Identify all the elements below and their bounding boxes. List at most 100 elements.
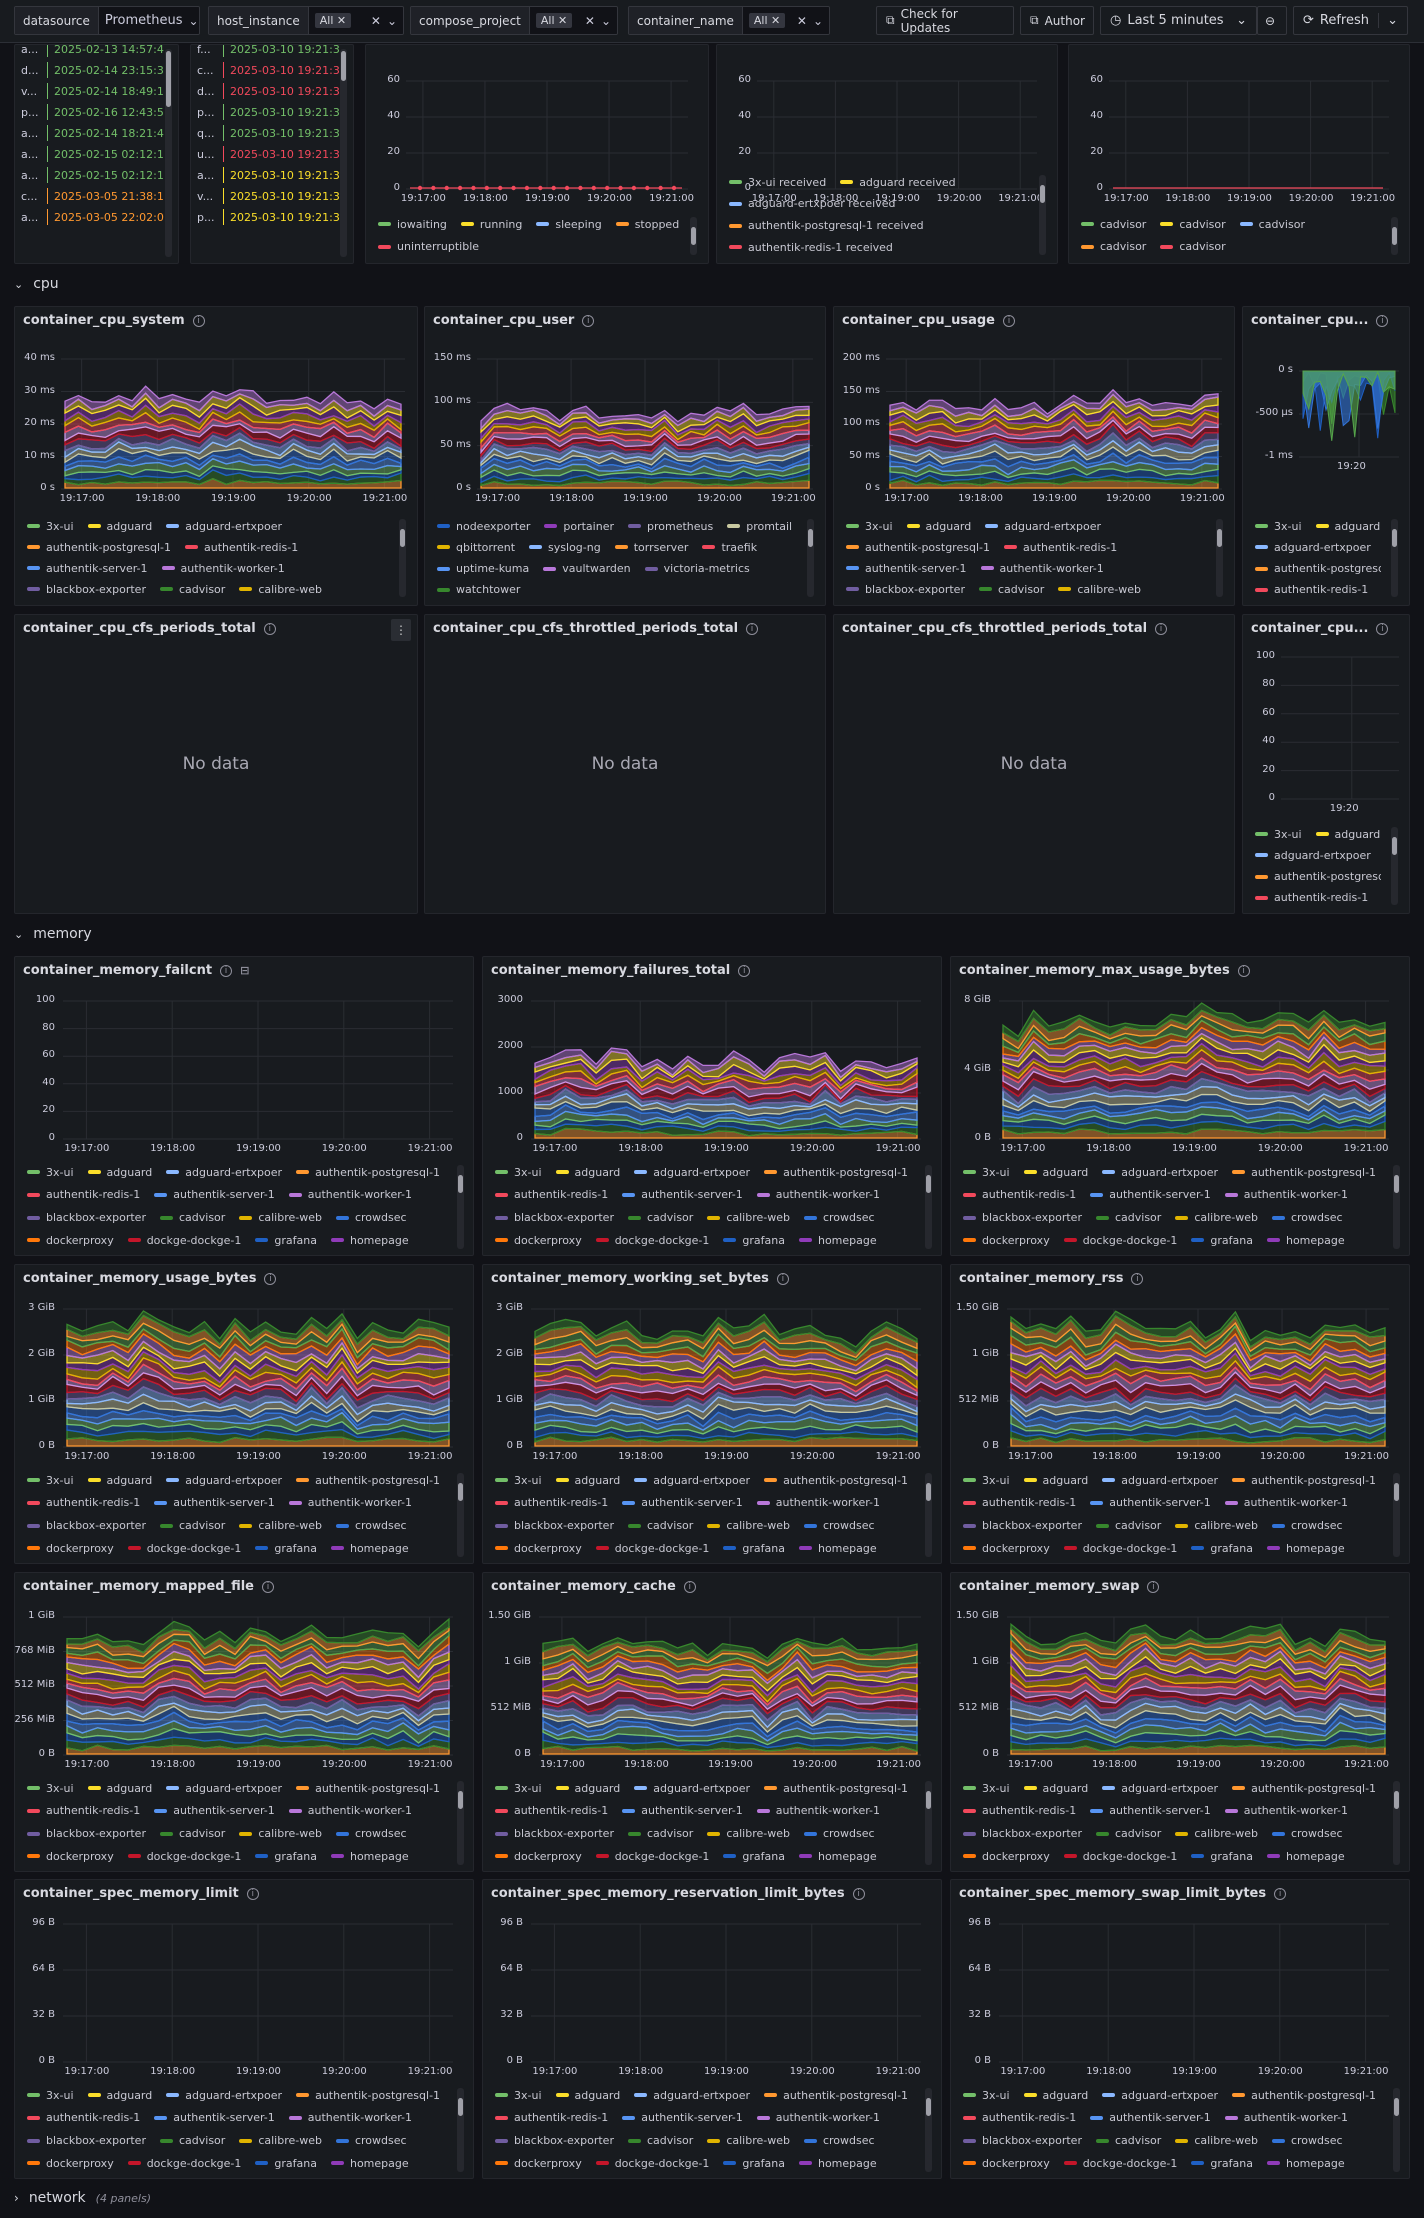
info-icon[interactable]: i <box>738 964 751 977</box>
legend-item[interactable]: grafana <box>255 1539 317 1557</box>
info-icon[interactable]: i <box>1237 964 1250 977</box>
legend-item[interactable]: authentik-postgresql-1 <box>1232 2086 1376 2104</box>
legend-item[interactable]: cadvisor <box>627 1825 693 1843</box>
host-instance-variable[interactable]: host_instance All ✕ ✕ ⌄ <box>208 6 404 35</box>
legend-item[interactable]: calibre-web <box>1058 580 1141 598</box>
legend-item[interactable]: adguard <box>555 1163 620 1181</box>
legend-item[interactable]: cadvisor <box>1160 238 1226 256</box>
legend-item[interactable]: grafana <box>1191 1231 1253 1249</box>
legend-item[interactable]: authentik-worker-1 <box>288 1186 412 1204</box>
legend-item[interactable]: blackbox-exporter <box>846 580 965 598</box>
legend-item[interactable]: cadvisor <box>1081 215 1146 233</box>
legend-item[interactable]: authentik-redis-1 <box>495 1494 608 1512</box>
legend-item[interactable]: authentik-worker-1 <box>980 559 1104 577</box>
chart-plot[interactable] <box>951 1573 1410 1872</box>
legend-item[interactable]: homepage <box>330 2154 409 2172</box>
legend-item[interactable]: adguard-ertxpoer <box>634 1779 750 1797</box>
legend-item[interactable]: cadvisor <box>1081 238 1146 256</box>
legend-item[interactable]: promtail <box>727 517 792 535</box>
legend-item[interactable]: cadvisor <box>159 2132 225 2150</box>
legend-item[interactable]: uptime-kuma <box>437 560 529 578</box>
legend-item[interactable]: crowdsec <box>803 1209 875 1227</box>
chart-plot[interactable] <box>15 1880 474 2179</box>
chart-plot[interactable] <box>15 1265 474 1564</box>
chart-plot[interactable] <box>483 1573 942 1872</box>
legend-scrollbar[interactable] <box>1391 519 1398 597</box>
legend-item[interactable]: authentik-redis-1 <box>963 2109 1076 2127</box>
legend-item[interactable]: authentik-postgresql-1 <box>296 1471 440 1489</box>
legend-scrollbar[interactable] <box>925 2088 932 2172</box>
legend-item[interactable]: dockerproxy <box>963 2154 1050 2172</box>
legend-item[interactable]: dockge-dockge-1 <box>595 1231 709 1249</box>
legend-item[interactable]: calibre-web <box>707 1517 790 1535</box>
chart-plot[interactable] <box>717 45 1057 263</box>
legend-item[interactable]: 3x-ui <box>495 1163 542 1181</box>
chart-plot[interactable] <box>951 1880 1410 2179</box>
legend-item[interactable]: dockerproxy <box>495 1231 582 1249</box>
chart-plot[interactable] <box>483 957 942 1256</box>
legend-item[interactable]: authentik-server-1 <box>1090 2109 1211 2127</box>
scrollbar-thumb[interactable] <box>341 51 346 81</box>
legend-item[interactable]: homepage <box>798 2154 877 2172</box>
legend-item[interactable]: crowdsec <box>335 1517 407 1535</box>
legend-item[interactable]: calibre-web <box>1175 1209 1258 1227</box>
legend-item[interactable]: authentik-redis-1 <box>1003 538 1117 556</box>
scrollbar-thumb[interactable] <box>166 51 171 107</box>
scrollbar-thumb[interactable] <box>1040 185 1045 203</box>
panel-menu-icon[interactable]: ⋮ <box>391 619 411 641</box>
legend-item[interactable]: blackbox-exporter <box>495 1825 614 1843</box>
legend-item[interactable]: sleeping <box>536 215 602 233</box>
scrollbar-thumb[interactable] <box>808 529 813 547</box>
scrollbar-thumb[interactable] <box>1394 1175 1399 1193</box>
scrollbar-thumb[interactable] <box>1392 529 1397 547</box>
legend-item[interactable]: dockge-dockge-1 <box>595 1539 709 1557</box>
clear-icon[interactable]: ✕ <box>370 13 381 28</box>
legend-item[interactable]: 3x-ui <box>963 1779 1010 1797</box>
legend-item[interactable]: adguard <box>87 2086 152 2104</box>
info-icon[interactable]: i <box>246 1887 259 1900</box>
legend-item[interactable]: adguard-ertxpoer <box>166 517 282 535</box>
variable-chip[interactable]: All ✕ <box>314 13 352 28</box>
legend-item[interactable]: cadvisor <box>1095 2132 1161 2150</box>
legend-item[interactable]: 3x-ui <box>495 1471 542 1489</box>
legend-item[interactable]: cadvisor <box>978 580 1044 598</box>
legend-item[interactable]: cadvisor <box>1095 1825 1161 1843</box>
legend-item[interactable]: dockge-dockge-1 <box>127 1231 241 1249</box>
legend-item[interactable]: homepage <box>798 1847 877 1865</box>
scrollbar-thumb[interactable] <box>458 1175 463 1193</box>
legend-item[interactable]: authentik-server-1 <box>154 2109 275 2127</box>
scrollbar-thumb[interactable] <box>691 227 696 245</box>
legend-item[interactable]: authentik-worker-1 <box>1224 1802 1348 1820</box>
legend-item[interactable]: grafana <box>1191 2154 1253 2172</box>
legend-item[interactable]: homepage <box>1266 1539 1345 1557</box>
legend-item[interactable]: adguard-ertxpoer <box>1102 1779 1218 1797</box>
legend-item[interactable]: authentik-postgresql-1 <box>764 1163 908 1181</box>
legend-item[interactable]: dockerproxy <box>495 1847 582 1865</box>
legend-item[interactable]: blackbox-exporter <box>27 1825 146 1843</box>
legend-item[interactable]: authentik-postgresql-1 <box>296 2086 440 2104</box>
legend-item[interactable]: authentik-redis-1 <box>963 1494 1076 1512</box>
legend-item[interactable]: adguard <box>555 2086 620 2104</box>
legend-item[interactable]: 3x-ui <box>846 517 893 535</box>
legend-item[interactable]: adguard-ertxpoer <box>1102 2086 1218 2104</box>
legend-item[interactable]: authentik-server-1 <box>154 1802 275 1820</box>
legend-item[interactable]: watchtower <box>437 581 520 599</box>
row-network[interactable]: › network (4 panels) <box>14 2190 151 2206</box>
legend-scrollbar[interactable] <box>1393 1781 1400 1865</box>
legend-scrollbar[interactable] <box>925 1165 932 1249</box>
legend-item[interactable]: authentik-postgresql-1 <box>764 1779 908 1797</box>
legend-item[interactable]: 3x-ui <box>27 1779 74 1797</box>
scrollbar-thumb[interactable] <box>400 529 405 547</box>
legend-item[interactable]: iowaiting <box>378 215 447 233</box>
legend-item[interactable]: cadvisor <box>159 580 225 598</box>
info-icon[interactable]: i <box>1147 1580 1160 1593</box>
legend-item[interactable]: 3x-ui <box>963 2086 1010 2104</box>
legend-item[interactable]: homepage <box>798 1231 877 1249</box>
legend-item[interactable]: dockge-dockge-1 <box>127 1539 241 1557</box>
legend-item[interactable]: crowdsec <box>1271 1209 1343 1227</box>
legend-item[interactable]: cadvisor <box>1095 1209 1161 1227</box>
panel-link-icon[interactable]: ⊟ <box>240 964 250 977</box>
legend-item[interactable]: crowdsec <box>803 1517 875 1535</box>
legend-item[interactable]: dockerproxy <box>27 1539 114 1557</box>
legend-item[interactable]: dockge-dockge-1 <box>1063 1847 1177 1865</box>
